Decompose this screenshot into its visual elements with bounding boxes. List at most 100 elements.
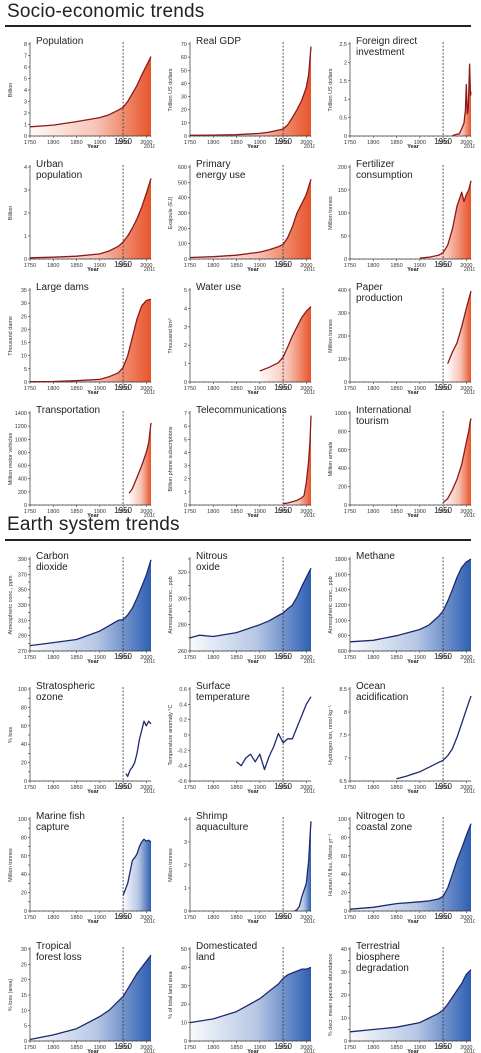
y-axis-label: Trillion US dollars <box>168 68 174 112</box>
y-tick-label: 8 <box>24 42 27 48</box>
x-tick-label: 1850 <box>230 509 242 515</box>
y-tick-label: 310 <box>18 618 27 624</box>
chart-panel: 0 1 2 3 4 5 6 7 1750 1800 1850 1900 1950 2000 2010 Year… <box>165 399 315 517</box>
x-tick-label: 1750 <box>24 1045 36 1051</box>
y-tick-label: -0.4 <box>178 764 187 770</box>
x-tick-label: 1850 <box>230 915 242 921</box>
x-axis-label: Year <box>247 390 259 394</box>
x-tick-label: 2000 <box>140 263 152 269</box>
x-tick-label: 1850 <box>70 655 82 661</box>
x-tick-label: 1750 <box>344 915 356 921</box>
x-tick-label: 1850 <box>230 386 242 392</box>
y-tick-label: 1 <box>24 123 27 129</box>
series-area <box>30 955 151 1041</box>
x-tick-label: 1950 <box>437 386 449 392</box>
y-tick-label: 30 <box>181 984 187 990</box>
chart-svg: 0 10 20 30 40 50 60 70 1750 1800 1850 1900 1950 20002… <box>181 42 315 148</box>
marker-1950-label: 1950 <box>114 652 132 661</box>
x-tick-label: 1800 <box>207 263 219 269</box>
x-tick-label: 1850 <box>390 1045 402 1051</box>
y-tick-label: 390 <box>18 557 27 563</box>
x-tick-label: 1900 <box>94 263 106 269</box>
series-area <box>419 180 471 259</box>
chart-svg: -0.6 -0.4 -0.2 0 0.2 0.4 0.6 1750 1800 1850 1900 19… <box>178 687 315 793</box>
y-axis-label: Billion <box>8 82 14 98</box>
x-tick-label: 1950 <box>117 263 129 269</box>
marker-1950-label: 1950 <box>114 137 132 146</box>
marker-1950-label: 1950 <box>434 912 452 921</box>
x-tick-label: 1900 <box>94 386 106 392</box>
chart-svg: 0 20 40 60 80 100 1750 1800 1850 1900 1950 20002010… <box>18 687 155 793</box>
y-tick-label: 50 <box>181 947 187 953</box>
y-axis-label-wrap: Million tonnes <box>5 819 17 911</box>
x-tick-label: 1800 <box>207 655 219 661</box>
y-tick-label: 600 <box>338 448 347 454</box>
x-tick-label: 1900 <box>254 140 266 146</box>
y-axis-label-wrap: Atmospheric conc., ppb <box>165 559 177 651</box>
x-tick-label: 1850 <box>70 785 82 791</box>
y-tick-label: 1800 <box>335 557 347 563</box>
series-line <box>189 567 312 639</box>
x-tick-label: 1950 <box>277 1045 289 1051</box>
chart-svg: 0 100 200 300 400 1750 1800 1850 1900 1950 2000201… <box>338 288 475 394</box>
x-tick-label: 1850 <box>390 785 402 791</box>
y-axis-label: % loss (area) <box>8 978 14 1012</box>
y-tick-label: 5 <box>184 288 187 294</box>
y-axis-label: % of total land area <box>168 971 174 1019</box>
y-tick-label: 500 <box>178 180 187 186</box>
x-tick-label: 1950 <box>117 785 129 791</box>
y-axis-label-wrap: Trillion US dollars <box>325 44 337 136</box>
y-axis-label: Thousand km³ <box>168 318 174 354</box>
x-tick-label: 1900 <box>414 509 426 515</box>
x-end-label: 2010 <box>304 1049 315 1053</box>
x-axis-label: Year <box>407 919 419 923</box>
chart-title: Surface temperature <box>196 681 250 703</box>
x-axis-label: Year <box>87 789 99 793</box>
y-tick-label: 1 <box>184 886 187 892</box>
chart-svg: 0 0.5 1 1.5 2 2.5 1750 1800 1850 1900 1950 20002010… <box>339 42 475 148</box>
x-tick-label: 1850 <box>230 263 242 269</box>
x-end-label: 2010 <box>304 789 315 793</box>
x-tick-label: 2000 <box>140 1045 152 1051</box>
x-tick-label: 1800 <box>207 915 219 921</box>
y-tick-label: 20 <box>181 1002 187 1008</box>
x-axis-label: Year <box>87 267 99 271</box>
y-tick-label: 0 <box>184 503 187 509</box>
x-tick-label: 1800 <box>367 1045 379 1051</box>
chart-panel: 270 290 310 330 350 370 390 1750 1800 1850 1900 195… <box>5 545 155 663</box>
series-line <box>189 966 312 1024</box>
marker-1950-label: 1950 <box>434 1042 452 1051</box>
series-line <box>189 46 312 136</box>
y-tick-label: 0 <box>184 257 187 263</box>
y-axis-label-wrap: Million tonnes <box>325 167 337 259</box>
y-tick-label: 200 <box>178 226 187 232</box>
x-tick-label: 1750 <box>184 386 196 392</box>
y-tick-label: 100 <box>18 817 27 823</box>
y-tick-label: 1400 <box>335 588 347 594</box>
y-tick-label: 25 <box>21 314 27 320</box>
chart-panel: 6.5 7 7.5 8 8.5 1750 1800 1850 1900 1950 2000 2010 Y… <box>325 675 475 793</box>
x-axis-label: Year <box>407 789 419 793</box>
x-tick-label: 1850 <box>390 140 402 146</box>
y-tick-label: 10 <box>21 1008 27 1014</box>
x-axis-label: Year <box>247 919 259 923</box>
x-tick-label: 1800 <box>47 140 59 146</box>
y-axis-label: Million motor vehicles <box>8 432 14 486</box>
x-tick-label: 2000 <box>460 915 472 921</box>
y-tick-label: 100 <box>338 211 347 217</box>
marker-1950-label: 1950 <box>434 383 452 392</box>
y-tick-label: 100 <box>338 357 347 363</box>
chart-title: Primary energy use <box>196 159 246 181</box>
x-axis-label: Year <box>87 513 99 517</box>
chart-panel: 0 5 10 15 20 25 30 1750 1800 1850 1900 1950 2000 2010… <box>5 935 155 1053</box>
x-tick-label: 1850 <box>230 655 242 661</box>
x-axis-label: Year <box>247 1049 259 1053</box>
x-tick-label: 1950 <box>117 655 129 661</box>
y-tick-label: 350 <box>18 588 27 594</box>
x-end-label: 2010 <box>144 659 155 663</box>
x-tick-label: 1950 <box>117 140 129 146</box>
x-tick-label: 2000 <box>460 386 472 392</box>
chart-panel: 0 1 2 3 4 1750 1800 1850 1900 1950 2000 2010 Year 195… <box>5 153 155 271</box>
x-tick-label: 2000 <box>300 1045 312 1051</box>
